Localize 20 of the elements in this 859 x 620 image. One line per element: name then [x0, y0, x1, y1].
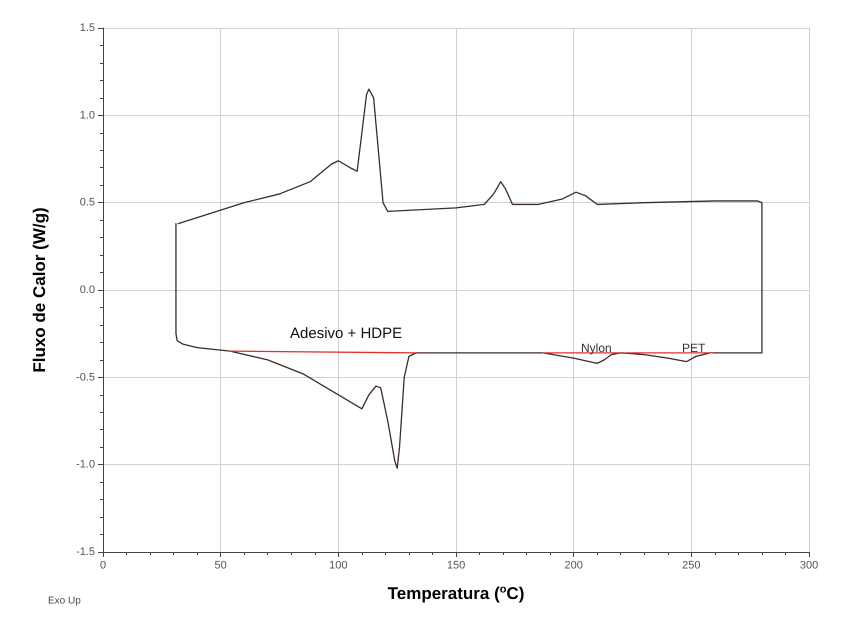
text: Exo Up — [48, 596, 82, 606]
y-tick-label: 1.0 — [80, 109, 95, 122]
x-tick-label: 50 — [214, 560, 227, 572]
y-tick-label: 1.5 — [80, 22, 95, 34]
line-series — [175, 88, 763, 469]
x-tick-label: 0 — [100, 560, 106, 572]
annotation: PET — [682, 341, 706, 355]
y-tick-label: -1.0 — [76, 458, 95, 471]
y-axis-title: Fluxo de Calor (W/g) — [30, 207, 49, 373]
annotation: Nylon — [581, 341, 612, 355]
y-tick-label: -1.5 — [76, 546, 95, 558]
annotation: Adesivo + HDPE — [290, 325, 402, 342]
y-tick-label: -0.5 — [76, 371, 95, 384]
y-tick-label: 0.0 — [80, 284, 95, 296]
x-tick-label: 150 — [446, 560, 466, 572]
x-tick-label: 300 — [800, 560, 818, 572]
x-tick-label: 250 — [682, 560, 701, 572]
x-tick-label: 100 — [329, 560, 348, 572]
y-tick-label: 0.5 — [80, 196, 95, 209]
x-tick-label: 200 — [564, 560, 583, 572]
